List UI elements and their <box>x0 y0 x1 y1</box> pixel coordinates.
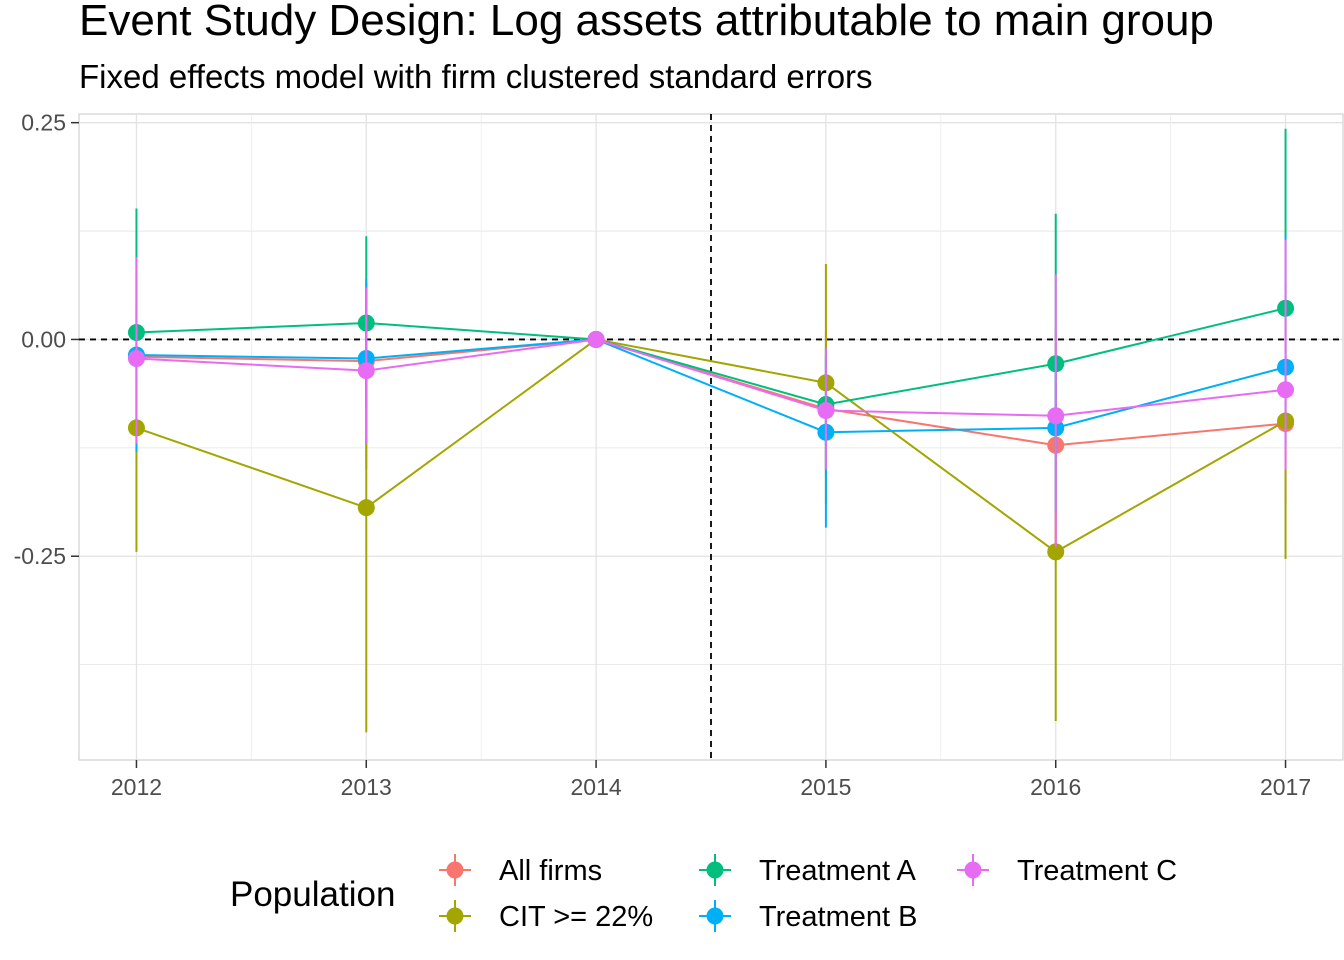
y-tick-label: 0.00 <box>21 326 66 352</box>
data-point <box>357 362 375 380</box>
legend-key-point <box>446 861 464 879</box>
x-tick-label: 2014 <box>571 774 622 800</box>
legend-key-point <box>446 907 464 925</box>
data-point <box>1047 407 1065 425</box>
chart-subtitle: Fixed effects model with firm clustered … <box>79 58 873 95</box>
legend-item: CIT >= 22% <box>439 900 653 933</box>
data-point <box>127 350 145 368</box>
series-4 <box>127 239 1295 548</box>
series-line <box>136 338 1287 554</box>
data-point <box>817 402 835 420</box>
x-tick-label: 2016 <box>1030 774 1081 800</box>
data-point <box>1047 543 1065 561</box>
legend-label: Treatment B <box>759 901 917 933</box>
legend-title: Population <box>230 875 395 914</box>
x-tick-label: 2013 <box>341 774 392 800</box>
legend-item: All firms <box>439 854 602 887</box>
legend-label: All firms <box>499 855 602 887</box>
legend-key-point <box>706 861 724 879</box>
legend: Population All firms CIT >= 22% Treatment A… <box>230 854 1177 933</box>
series-layer <box>127 128 1295 733</box>
legend-item: Treatment A <box>699 854 917 887</box>
series-line <box>136 307 1286 406</box>
x-tick-label: 2017 <box>1260 774 1311 800</box>
chart-title: Event Study Design: Log assets attributa… <box>79 0 1214 45</box>
legend-label: Treatment A <box>759 855 917 887</box>
y-tick-label: -0.25 <box>14 543 66 569</box>
data-point <box>587 330 605 348</box>
data-point <box>357 499 375 517</box>
x-tick-label: 2015 <box>800 774 851 800</box>
x-tick-label: 2012 <box>111 774 162 800</box>
reference-lines <box>79 114 1343 760</box>
legend-item: Treatment C <box>957 854 1177 887</box>
legend-item: Treatment B <box>699 900 917 933</box>
data-point <box>1277 381 1295 399</box>
series-line <box>136 338 1286 417</box>
series-line <box>136 338 1286 434</box>
legend-label: Treatment C <box>1017 855 1177 887</box>
legend-key-point <box>964 861 982 879</box>
legend-key-point <box>706 907 724 925</box>
y-tick-label: 0.25 <box>21 110 66 136</box>
axes: 2012 2013 2014 2015 2016 2017 -0.25 0.00 0.25 <box>14 110 1343 800</box>
legend-label: CIT >= 22% <box>499 901 653 933</box>
